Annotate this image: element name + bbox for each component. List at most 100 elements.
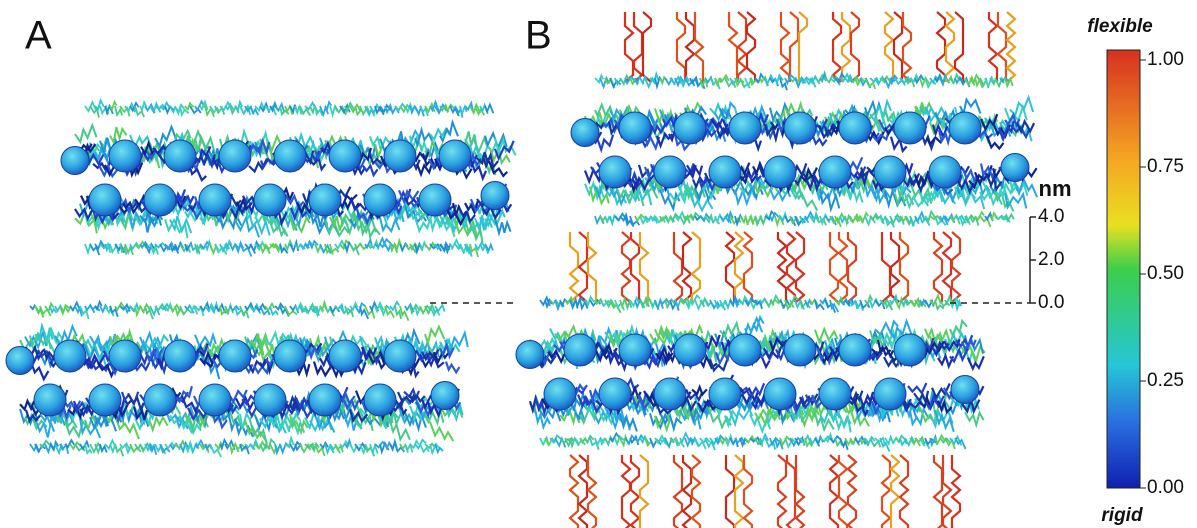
fullerene [384, 140, 416, 172]
fullerene [729, 112, 761, 144]
fullerene [654, 378, 686, 410]
flexible-chain [686, 12, 694, 82]
panel-label: A [25, 14, 52, 58]
chain [417, 163, 432, 175]
chain [965, 412, 984, 425]
flexible-chain [622, 232, 630, 302]
flexible-chain [842, 12, 850, 82]
flexible-chain [781, 12, 789, 82]
fullerene [764, 156, 796, 188]
flexible-chain [891, 455, 899, 528]
fullerene [219, 140, 251, 172]
fullerene [89, 384, 121, 416]
flexible-chain [833, 12, 841, 82]
flexible-chain [830, 455, 838, 528]
fullerene [109, 140, 141, 172]
chain [363, 166, 378, 175]
chain [215, 106, 224, 115]
flexible-chain [683, 455, 691, 528]
chain [95, 100, 104, 109]
molecules [6, 12, 1037, 528]
flexible-chain [726, 455, 734, 528]
flexible-chain [1007, 12, 1015, 82]
page: {"panels": {"a": "A", "b": "B"}, "colorb… [0, 0, 1197, 528]
chain [40, 441, 50, 448]
chain [440, 122, 458, 141]
flexible-chain [934, 455, 942, 528]
chain [680, 433, 690, 442]
flexible-chain [851, 12, 859, 82]
fullerene [34, 384, 66, 416]
flexible-chain [683, 232, 691, 302]
fullerene [819, 156, 851, 188]
fullerene [164, 340, 196, 372]
fullerene [144, 184, 176, 216]
fullerene [839, 334, 871, 366]
flexible-chain [882, 232, 890, 302]
fullerene [364, 384, 396, 416]
fullerene [599, 156, 631, 188]
flexible-chain [631, 232, 639, 302]
flexible-chain [952, 455, 960, 528]
fullerene [89, 184, 121, 216]
fullerene [951, 376, 979, 404]
flexible-chain [952, 232, 960, 302]
flexible-chain [790, 12, 798, 82]
flexible-chain [631, 455, 639, 528]
flexible-chain [848, 232, 856, 302]
chain [390, 302, 399, 310]
chain [110, 244, 119, 254]
flexible-chain [695, 12, 703, 82]
flexible-chain [903, 12, 911, 82]
fullerene [674, 334, 706, 366]
fullerene [1001, 154, 1029, 182]
fullerene [929, 156, 961, 188]
flexible-chain [799, 12, 807, 82]
fullerene [54, 340, 86, 372]
colorbar [1107, 50, 1140, 488]
fullerene [784, 112, 816, 144]
fullerene [894, 112, 926, 144]
chain [285, 438, 294, 447]
flexible-chain [570, 232, 578, 302]
colorbar-tick-label: 0.25 [1147, 370, 1184, 391]
chain [320, 443, 328, 448]
fullerene [481, 182, 509, 210]
flexible-chain [839, 232, 847, 302]
flexible-chain [692, 232, 700, 302]
fullerene [819, 378, 851, 410]
flexible-chain [946, 12, 954, 82]
fullerene [599, 378, 631, 410]
flexible-chain [943, 455, 951, 528]
scale-unit: nm [1039, 176, 1072, 201]
chain [908, 383, 926, 393]
flexible-chain [677, 12, 685, 82]
chain [420, 444, 429, 452]
flexible-chain [848, 455, 856, 528]
flexible-chain [579, 455, 587, 528]
fullerene [516, 341, 544, 369]
flexible-chain [735, 232, 743, 302]
fullerene [144, 384, 176, 416]
chain [240, 306, 249, 318]
fullerene [274, 340, 306, 372]
fullerene [384, 340, 416, 372]
fullerene [61, 147, 89, 175]
flexible-chain [955, 12, 963, 82]
flexible-chain [839, 455, 847, 528]
flexible-chain [744, 232, 752, 302]
fullerene [164, 140, 196, 172]
fullerene [764, 378, 796, 410]
colorbar-tick-label: 1.00 [1147, 49, 1184, 70]
flexible-chain [674, 232, 682, 302]
fullerene [199, 384, 231, 416]
panel-label: B [525, 14, 552, 58]
chain [815, 329, 838, 342]
fullerene [431, 382, 459, 410]
fullerene [309, 384, 341, 416]
fullerene [709, 378, 741, 410]
fullerene [199, 184, 231, 216]
fullerene [364, 184, 396, 216]
fullerene [109, 340, 141, 372]
flexible-chain [738, 12, 746, 82]
